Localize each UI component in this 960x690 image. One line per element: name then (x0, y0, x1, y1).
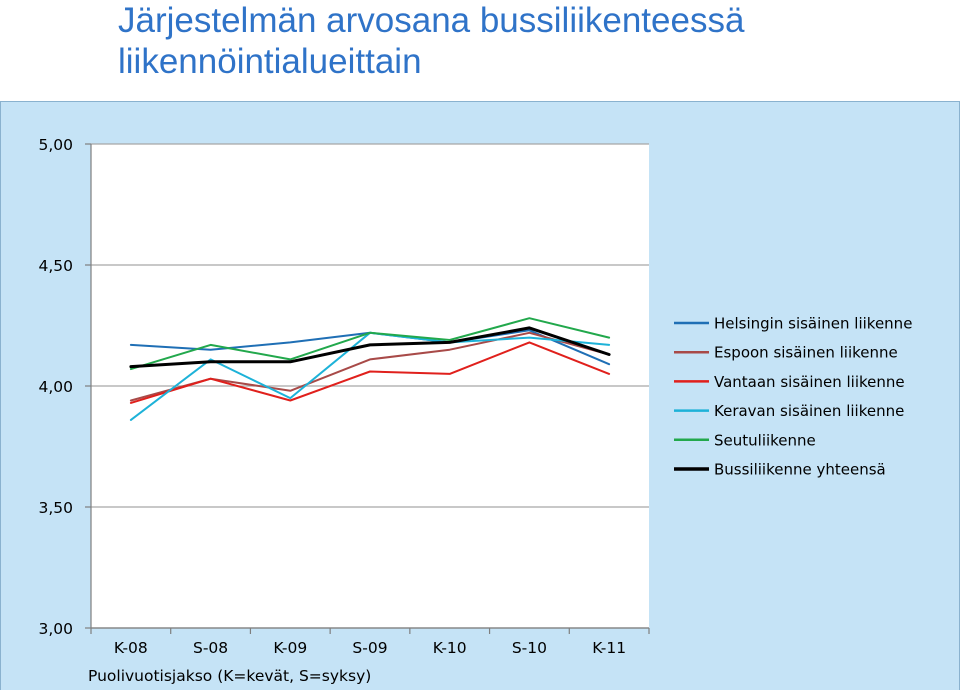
legend-label: Espoon sisäinen liikenne (714, 344, 898, 362)
legend-label: Bussiliikenne yhteensä (714, 461, 886, 479)
series-line-3 (129, 341, 611, 404)
chart-panel: 3,00 3,50 4,00 4,50 5,00 K-08 S-08 K-09 S-09 K-1… (0, 101, 960, 690)
x-tick-label: K-08 (114, 639, 148, 657)
y-tick-label: 4,50 (38, 257, 73, 275)
legend-label: Keravan sisäinen liikenne (714, 402, 904, 420)
series-line-5 (129, 317, 611, 371)
title-line-2: liikennöintialueittain (118, 42, 422, 81)
y-tick-label: 4,00 (38, 378, 73, 396)
y-tick-label: 3,00 (38, 620, 73, 638)
legend-label: Helsingin sisäinen liikenne (714, 315, 912, 333)
x-tick-label: S-10 (512, 639, 547, 657)
x-tick-label: K-10 (433, 639, 467, 657)
x-tick-label: K-11 (592, 639, 626, 657)
y-tick-label: 3,50 (38, 499, 73, 517)
line-chart: 3,00 3,50 4,00 4,50 5,00 K-08 S-08 K-09 S-09 K-1… (38, 136, 912, 685)
legend-label: Vantaan sisäinen liikenne (714, 373, 905, 391)
slide-title: Järjestelmän arvosana bussiliikenteessä … (118, 0, 948, 82)
title-line-1: Järjestelmän arvosana bussiliikenteessä (118, 1, 745, 40)
legend-label: Seutuliikenne (714, 431, 816, 449)
x-tick-label: K-09 (273, 639, 307, 657)
y-tick-label: 5,00 (38, 136, 73, 154)
series-line-6 (129, 326, 611, 369)
x-axis-title: Puolivuotisjakso (K=kevät, S=syksy) (88, 667, 371, 685)
x-tick-label: S-09 (352, 639, 387, 657)
x-tick-label: S-08 (193, 639, 228, 657)
